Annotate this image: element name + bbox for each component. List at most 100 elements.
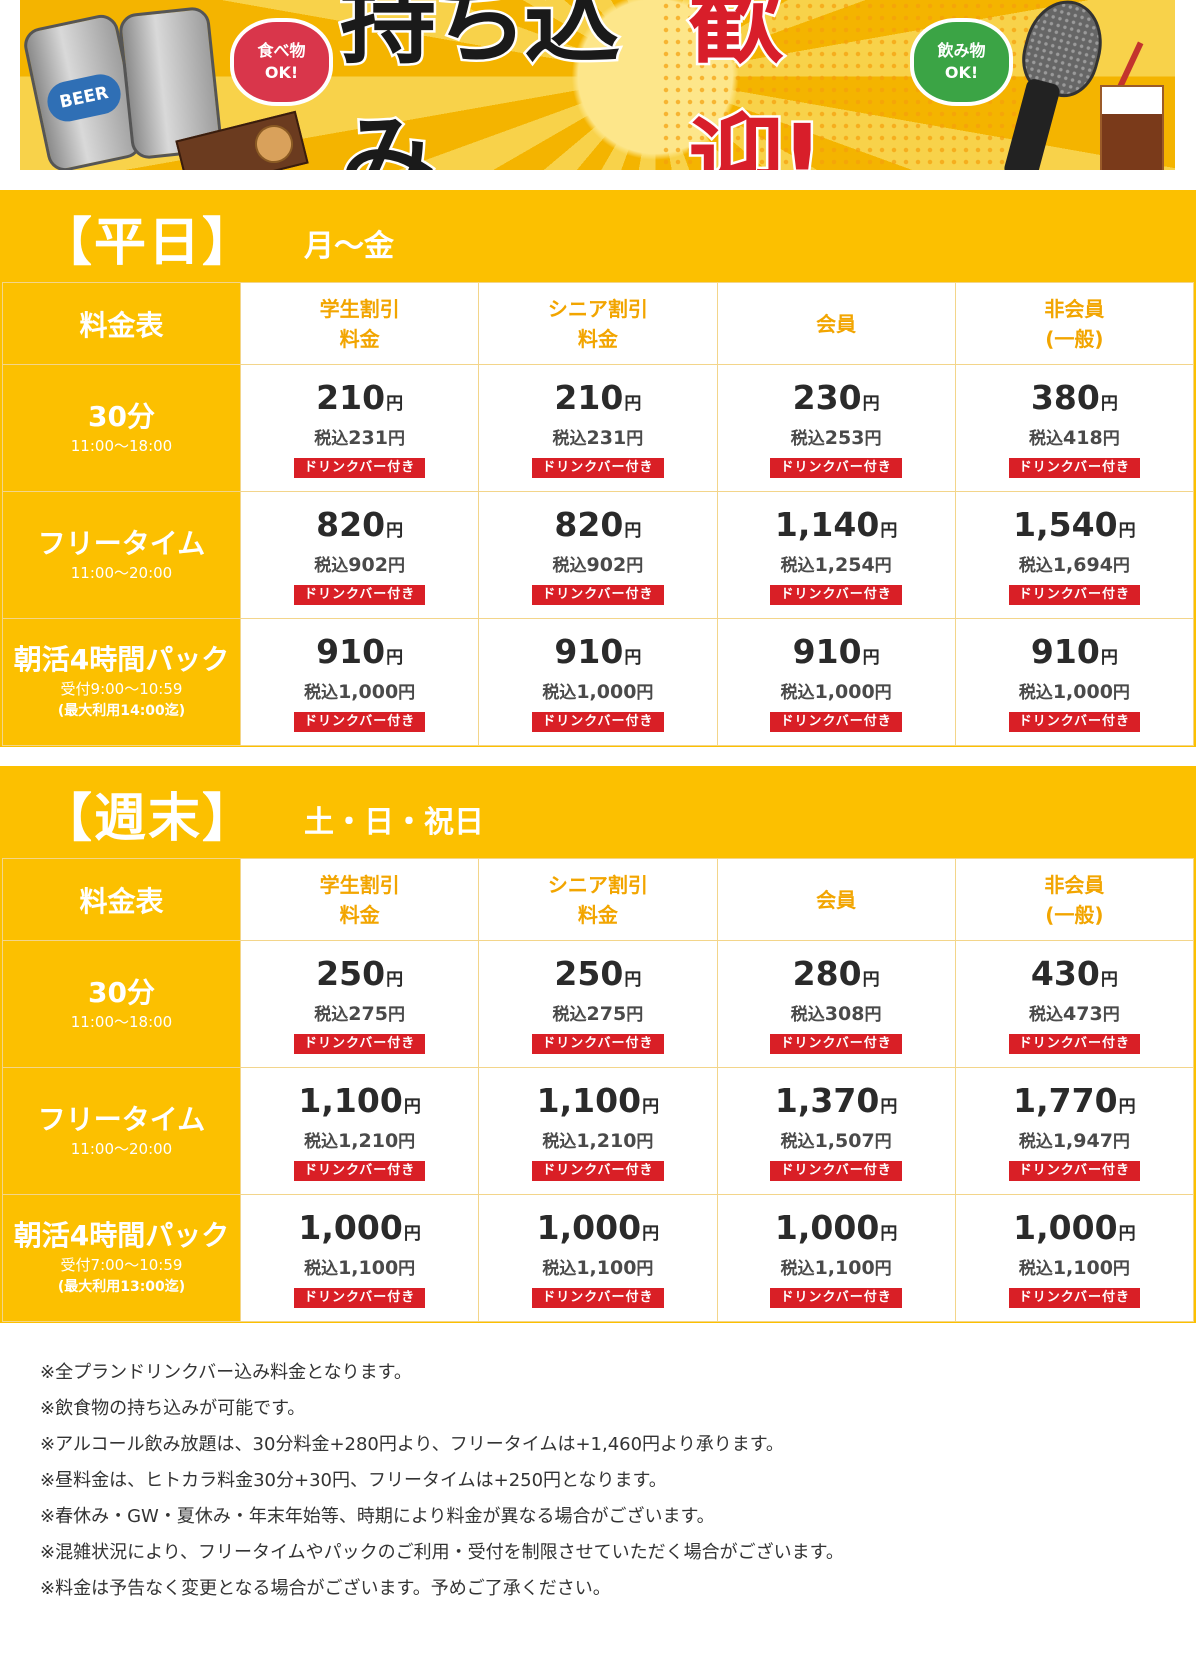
- headline-red-text: 歓迎!: [686, 0, 827, 170]
- yen-unit: 円: [626, 1004, 644, 1025]
- drink-bar-badge: ドリンクバー付き: [770, 457, 902, 478]
- price-cell: 250円 税込275円 ドリンクバー付き: [239, 940, 480, 1068]
- yen-unit: 円: [626, 428, 644, 449]
- weekend-price-section: 【週末】 土・日・祝日 料金表 学生割引 料金 シニア割引 料金 会員 非会員 (一般) 30分…: [0, 766, 1196, 1323]
- tax-value: 1,100: [1052, 1256, 1113, 1279]
- drink-ok-line1: 飲み物: [937, 41, 986, 60]
- price-value: 1,140: [774, 504, 880, 544]
- tax-included-price: 税込1,000円: [241, 677, 478, 708]
- price-cell: 1,370円 税込1,507円 ドリンクバー付き: [716, 1067, 956, 1195]
- price-amount: 380円: [956, 378, 1193, 423]
- tax-included-price: 税込1,000円: [479, 677, 716, 708]
- price-amount: 1,000円: [241, 1208, 478, 1253]
- price-cell: 820円 税込902円 ドリンクバー付き: [478, 491, 718, 619]
- price-value: 250: [316, 953, 386, 993]
- price-cell: 910円 税込1,000円 ドリンクバー付き: [239, 618, 480, 746]
- price-amount: 1,000円: [718, 1207, 955, 1253]
- drink-bar-badge: ドリンクバー付き: [770, 711, 902, 732]
- yen-unit: 円: [624, 393, 642, 414]
- drink-bar-badge: ドリンクバー付き: [532, 584, 664, 605]
- price-table-body: 料金表 学生割引 料金 シニア割引 料金 会員 非会員 (一般) 30分 11:00〜18:00 2…: [2, 858, 1195, 1322]
- plan-label-cell: フリータイム 11:00〜20:00: [2, 491, 241, 619]
- price-amount: 1,370円: [718, 1080, 955, 1126]
- price-value: 1,000: [536, 1207, 642, 1247]
- tax-prefix: 税込: [1018, 1131, 1053, 1152]
- yen-unit: 円: [398, 1258, 416, 1279]
- yen-unit: 円: [1102, 428, 1120, 449]
- price-amount: 210円: [479, 378, 716, 423]
- price-cell: 380円 税込418円 ドリンクバー付き: [954, 364, 1195, 492]
- tax-prefix: 税込: [304, 1131, 339, 1152]
- drink-bar-badge: ドリンクバー付き: [532, 1033, 664, 1054]
- tax-included-price: 税込902円: [479, 550, 716, 581]
- price-amount: 430円: [956, 954, 1193, 999]
- yen-unit: 円: [1112, 1131, 1130, 1152]
- yen-unit: 円: [626, 555, 644, 576]
- drink-bar-badge: ドリンクバー付き: [770, 1033, 902, 1054]
- tax-value: 1,100: [338, 1256, 399, 1279]
- tax-included-price: 税込1,100円: [479, 1253, 716, 1284]
- tax-value: 902: [586, 553, 627, 576]
- tax-included-price: 税込1,694円: [956, 550, 1193, 581]
- tax-prefix: 税込: [1018, 1258, 1053, 1279]
- price-cell: 1,140円 税込1,254円 ドリンクバー付き: [716, 491, 956, 619]
- drink-bar-badge: ドリンクバー付き: [1008, 1160, 1141, 1181]
- yen-unit: 円: [880, 520, 898, 541]
- yen-unit: 円: [636, 1131, 654, 1152]
- plan-name: 朝活4時間パック: [13, 1219, 230, 1252]
- yen-unit: 円: [874, 682, 892, 703]
- table-header-row: 料金表 学生割引 料金 シニア割引 料金 会員 非会員 (一般): [2, 282, 1195, 365]
- tax-value: 1,100: [576, 1256, 637, 1279]
- column-header-line1: シニア割引: [547, 872, 648, 897]
- plan-name: フリータイム: [37, 527, 206, 560]
- tax-included-price: 税込1,000円: [718, 677, 955, 708]
- price-value: 280: [792, 953, 862, 993]
- food-ok-bubble: 食べ物 OK!: [230, 18, 333, 106]
- yen-unit: 円: [1112, 1258, 1130, 1279]
- tax-included-price: 税込1,254円: [718, 550, 955, 581]
- yen-unit: 円: [624, 520, 642, 541]
- yen-unit: 円: [398, 682, 416, 703]
- table-row: フリータイム 11:00〜20:00 820円 税込902円 ドリンクバー付き 820円税…: [2, 491, 1195, 619]
- price-amount: 1,000円: [479, 1207, 716, 1253]
- tax-included-price: 税込1,100円: [718, 1253, 955, 1284]
- price-cell: 1,770円 税込1,947円 ドリンクバー付き: [954, 1067, 1195, 1195]
- yen-unit: 円: [1100, 393, 1118, 414]
- yen-unit: 円: [874, 1131, 892, 1152]
- yen-unit: 円: [874, 1258, 892, 1279]
- plan-label-cell: 朝活4時間パック 受付7:00〜10:59 (最大利用13:00迄): [2, 1194, 241, 1322]
- tax-value: 1,694: [1052, 553, 1113, 576]
- price-cell: 1,000円 税込1,100円 ドリンクバー付き: [239, 1194, 480, 1322]
- tax-prefix: 税込: [780, 1131, 815, 1152]
- column-header: 会員: [716, 282, 956, 365]
- yen-unit: 円: [864, 428, 882, 449]
- yen-unit: 円: [1100, 647, 1118, 668]
- tax-prefix: 税込: [542, 1131, 577, 1152]
- note-line: ※昼料金は、ヒトカラ料金30分+30円、フリータイムは+250円となります。: [40, 1470, 667, 1491]
- yen-unit: 円: [624, 647, 642, 668]
- plan-label-cell: 30分 11:00〜18:00: [2, 940, 241, 1068]
- yen-unit: 円: [1118, 520, 1136, 541]
- tax-value: 1,507: [814, 1129, 875, 1152]
- tax-value: 253: [824, 426, 865, 449]
- yen-unit: 円: [1118, 1096, 1136, 1117]
- price-cell: 1,100円 税込1,210円 ドリンクバー付き: [239, 1067, 480, 1195]
- drink-bar-badge: ドリンクバー付き: [532, 457, 664, 478]
- price-value: 1,000: [774, 1207, 880, 1247]
- yen-unit: 円: [862, 393, 880, 414]
- drink-bar-badge: ドリンクバー付き: [770, 1287, 902, 1308]
- plan-name: 30分: [88, 976, 155, 1009]
- table-row: 朝活4時間パック 受付9:00〜10:59 (最大利用14:00迄) 910円 税込1,…: [2, 618, 1195, 746]
- note-line: ※料金は予告なく変更となる場合がございます。予めご了承ください。: [40, 1578, 611, 1599]
- price-value: 1,370: [774, 1080, 880, 1120]
- tax-included-price: 税込1,000円: [956, 677, 1193, 708]
- plan-name: フリータイム: [37, 1103, 206, 1136]
- yen-unit: 円: [636, 682, 654, 703]
- plan-name: 30分: [88, 400, 155, 433]
- tax-prefix: 税込: [542, 1258, 577, 1279]
- drink-bar-badge: ドリンクバー付き: [1008, 1033, 1141, 1054]
- section-subtitle: 月〜金: [304, 229, 395, 264]
- price-value: 820: [554, 504, 624, 544]
- drink-cup-icon: [1100, 85, 1164, 170]
- price-cell: 430円 税込473円 ドリンクバー付き: [954, 940, 1195, 1068]
